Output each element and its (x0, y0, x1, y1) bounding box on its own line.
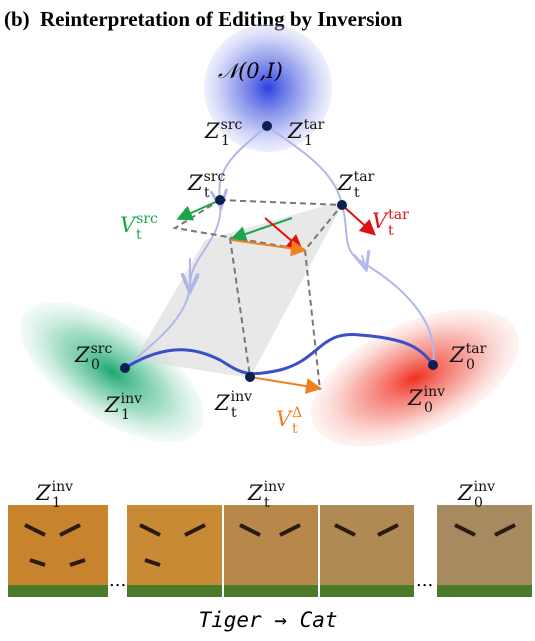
points (120, 121, 438, 382)
label-sup: inv (474, 479, 495, 495)
label-base: Z (449, 343, 465, 367)
label-sup: src (91, 341, 113, 357)
label-sup: Δ (292, 405, 302, 421)
label-base: Z (104, 393, 120, 417)
arrows (176, 199, 376, 394)
label-base: Z (187, 171, 203, 195)
label-base: Z (35, 481, 51, 505)
label-sub: t (388, 223, 394, 239)
label-sub: t (231, 405, 237, 421)
math-label: Ztar 0 (449, 341, 487, 373)
math-label: Zinv 0 (407, 384, 445, 416)
label-base: Z (247, 481, 263, 505)
label-sub: 0 (91, 357, 100, 373)
panel-label: (b) (4, 7, 30, 31)
math-label: Vtar t (372, 207, 409, 239)
thumbnails (8, 505, 532, 597)
math-label: VΔ t (276, 405, 302, 437)
math-label: Zsrc 0 (74, 341, 112, 373)
label-base: Z (407, 386, 423, 410)
label-sup: inv (424, 384, 445, 400)
ellipsis: ... (109, 570, 126, 591)
label-base: Z (74, 343, 90, 367)
ellipsis: ... (416, 570, 433, 591)
label-sub: t (292, 421, 298, 437)
label-sub: t (354, 185, 360, 201)
label-base: Z (214, 391, 230, 415)
math-label: Ztar 1 (287, 117, 325, 149)
label-sub: 0 (474, 495, 483, 511)
trajectories (124, 125, 435, 369)
label-base: Z (204, 119, 220, 143)
label-sub: t (136, 227, 142, 243)
label-sup: inv (264, 479, 285, 495)
math-label: Zinv 0 (457, 479, 495, 511)
label-sub: t (204, 185, 210, 201)
label-base: V (372, 209, 389, 233)
math-label: Zsrc t (187, 169, 225, 201)
label-sup: src (136, 211, 158, 227)
label-sub: 0 (424, 400, 433, 416)
label-sub: 1 (304, 133, 313, 149)
label-sup: tar (304, 117, 325, 133)
label-sub: 1 (121, 407, 130, 423)
prior-label: 𝒩(0,I) (218, 59, 283, 83)
label-base: Z (337, 171, 353, 195)
caption: Tiger → Cat (198, 608, 337, 632)
math-label: Ztar t (337, 169, 375, 201)
label-sup: src (204, 169, 226, 185)
label-sup: src (221, 117, 243, 133)
label-sup: tar (466, 341, 487, 357)
label-sup: tar (388, 207, 409, 223)
inversion-path (124, 332, 435, 376)
math-label: Zinv 1 (104, 391, 142, 423)
math-label: Zsrc 1 (204, 117, 242, 149)
label-sup: tar (354, 169, 375, 185)
math-label: Zinv 1 (35, 479, 73, 511)
label-base: V (276, 407, 293, 431)
label-sub: 1 (52, 495, 61, 511)
label-sup: inv (52, 479, 73, 495)
label-sub: t (264, 495, 270, 511)
math-label: Vsrc t (120, 211, 158, 243)
label-sup: inv (231, 389, 252, 405)
math-label: Zinv t (214, 389, 252, 421)
label-sup: inv (121, 391, 142, 407)
label-base: V (120, 213, 137, 237)
source-blob (20, 302, 204, 442)
target-blob (310, 309, 520, 447)
label-base: Z (457, 481, 473, 505)
panel-title: Reinterpretation of Editing by Inversion (40, 7, 403, 31)
label-sub: 0 (466, 357, 475, 373)
label-base: Z (287, 119, 303, 143)
prior-blob (204, 24, 332, 152)
label-sub: 1 (221, 133, 230, 149)
math-label: Zinv t (247, 479, 285, 511)
